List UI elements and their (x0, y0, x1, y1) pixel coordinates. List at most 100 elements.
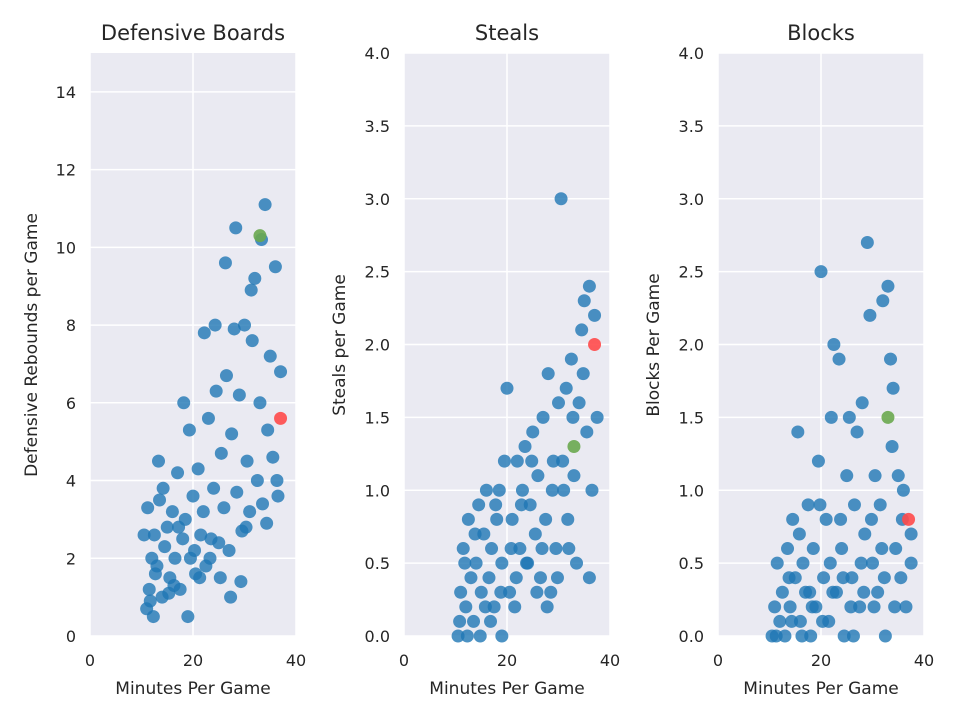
data-point (786, 512, 800, 526)
data-point (225, 427, 239, 441)
data-point (557, 483, 571, 497)
y-tick-label: 3.0 (679, 190, 704, 209)
data-point (222, 543, 236, 557)
data-point (274, 365, 288, 379)
data-point (561, 512, 575, 526)
data-point (253, 396, 267, 410)
y-tick-label: 10 (56, 238, 76, 257)
data-point (453, 614, 467, 628)
data-point (528, 527, 542, 541)
data-point (590, 410, 604, 424)
data-point (258, 198, 272, 212)
data-point (813, 498, 827, 512)
panel-blocks: 0 20 40 0.0 0.5 1.0 1.5 2.0 2.5 3.0 3.5 4.0 Blocks … (644, 21, 934, 699)
data-point (773, 614, 787, 628)
data-point (795, 629, 809, 643)
y-tick-label: 2.0 (679, 336, 704, 355)
data-point (230, 485, 244, 499)
data-point (868, 469, 882, 483)
data-point (876, 294, 890, 308)
grid (717, 52, 925, 637)
y-tick-label: 4.0 (679, 44, 704, 63)
data-point (194, 528, 208, 542)
data-point (218, 256, 232, 270)
data-point (827, 338, 841, 351)
data-point (781, 542, 795, 556)
data-point (850, 425, 864, 439)
data-point (456, 542, 470, 556)
data-point (782, 571, 796, 585)
data-point (549, 542, 563, 556)
data-point (497, 454, 511, 468)
data-point (832, 352, 846, 366)
y-tick-label: 4.0 (365, 44, 390, 63)
data-point (172, 520, 186, 534)
data-point (546, 454, 560, 468)
y-axis-label: Defensive Rebounds per Game (22, 213, 42, 477)
data-point (796, 556, 810, 570)
data-point (209, 384, 223, 398)
data-point (458, 556, 472, 570)
data-point (158, 540, 172, 554)
y-tick-label: 3.5 (679, 117, 704, 136)
data-point (878, 629, 892, 643)
data-point (894, 571, 908, 585)
data-point (212, 536, 226, 550)
data-point (460, 629, 474, 643)
data-point (186, 489, 200, 503)
y-tick-label: 6 (66, 394, 76, 413)
data-point (540, 600, 554, 614)
data-point (572, 396, 586, 410)
data-point (271, 489, 285, 503)
x-tick-label: 20 (811, 651, 831, 670)
data-point (575, 323, 589, 337)
data-point (531, 469, 545, 483)
data-point (454, 585, 468, 599)
y-tick-label: 0.0 (365, 627, 390, 646)
y-tick-label: 0.5 (365, 554, 390, 573)
data-point (576, 367, 590, 381)
data-point (550, 571, 564, 585)
data-point (245, 334, 259, 348)
x-tick-label: 20 (497, 651, 517, 670)
y-tick-label: 14 (56, 83, 76, 102)
data-point (559, 381, 573, 395)
data-point (197, 326, 211, 340)
data-point (844, 600, 858, 614)
data-point (875, 542, 889, 556)
data-point (146, 610, 160, 624)
data-point (474, 585, 488, 599)
y-tick-label: 1.0 (365, 481, 390, 500)
y-tick-label: 0.0 (679, 627, 704, 646)
data-point (525, 454, 539, 468)
data-point (819, 512, 833, 526)
data-point (509, 571, 523, 585)
data-point (566, 410, 580, 424)
data-point (459, 600, 473, 614)
data-point (217, 501, 231, 515)
data-point (896, 483, 910, 497)
data-point (504, 542, 518, 556)
data-point (518, 440, 532, 454)
data-point (482, 571, 496, 585)
data-point (478, 600, 492, 614)
data-point (846, 629, 860, 643)
data-point (582, 571, 596, 585)
data-point (227, 322, 241, 336)
data-point (193, 571, 207, 585)
data-point (489, 498, 503, 512)
data-point (881, 279, 895, 293)
points (137, 198, 288, 624)
data-point (582, 279, 596, 293)
data-point (873, 498, 887, 512)
data-point (510, 454, 524, 468)
data-point (860, 235, 874, 249)
x-tick-label: 40 (914, 651, 934, 670)
data-point (588, 308, 602, 322)
x-axis-label: Minutes Per Game (115, 679, 270, 699)
points (765, 235, 918, 643)
data-point (256, 497, 270, 511)
data-point (142, 582, 156, 596)
data-point (229, 221, 243, 235)
data-point (484, 614, 498, 628)
